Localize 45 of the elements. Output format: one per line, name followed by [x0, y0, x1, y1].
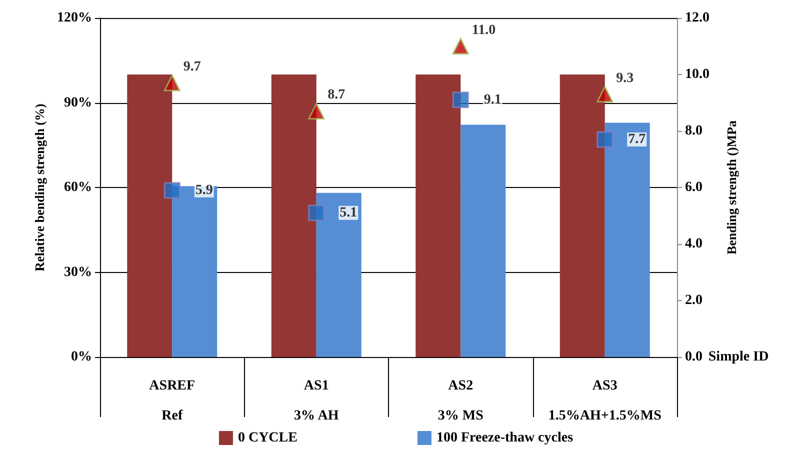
data-label: 9.7 [183, 59, 201, 74]
y2-axis-title: Bending strength ()MPa [724, 120, 739, 255]
data-label: 8.7 [328, 88, 346, 103]
y2-tick-label: 12.0 [685, 10, 710, 26]
data-label: 5.9 [195, 182, 213, 198]
bar [127, 74, 172, 357]
bar [316, 192, 362, 357]
bar [172, 186, 218, 357]
data-label: 11.0 [472, 22, 496, 38]
bar [271, 74, 316, 357]
point [164, 182, 180, 199]
y2-tick-label: 2.0 [685, 293, 702, 308]
y-tick-label: 0% [71, 350, 92, 364]
bar [560, 74, 605, 357]
point [308, 102, 325, 120]
y-axis-title: Relative bending strength (%) [32, 104, 48, 272]
x-axis-title: Simple ID [708, 350, 769, 364]
y-tick-label: 60% [64, 180, 92, 195]
point [596, 86, 614, 103]
x-tick-label: AS2 3% MS [438, 378, 484, 424]
y2-tick-label: 10.0 [685, 67, 710, 82]
y-tick-label: 30% [64, 264, 92, 280]
y-tick-label: 120% [57, 10, 92, 26]
x-tick-label: AS1 3% AH [294, 378, 339, 424]
bar [604, 122, 650, 357]
bar [460, 124, 506, 357]
y2-tick-label: 6.0 [685, 180, 702, 195]
point [452, 38, 469, 54]
data-label: 7.7 [628, 132, 646, 147]
point [164, 74, 180, 92]
data-label: 9.3 [616, 70, 634, 86]
x-tick-label: ASREF Ref [149, 378, 196, 424]
legend-label: 0 CYCLE [238, 430, 298, 446]
point [596, 131, 614, 148]
y2-tick-label: 0.0 [685, 350, 702, 364]
y2-tick-label: 4.0 [685, 236, 702, 252]
bar [416, 74, 461, 357]
data-label: 9.1 [484, 92, 502, 108]
point [308, 204, 325, 222]
x-tick-label: AS3 1.5%AH+1.5%MS [548, 378, 662, 424]
y-tick-label: 90% [64, 95, 92, 110]
point [452, 92, 469, 108]
legend-label: 100 Freeze-thaw cycles [436, 430, 574, 446]
y2-tick-label: 8.0 [685, 124, 702, 138]
data-label: 5.1 [340, 205, 358, 220]
